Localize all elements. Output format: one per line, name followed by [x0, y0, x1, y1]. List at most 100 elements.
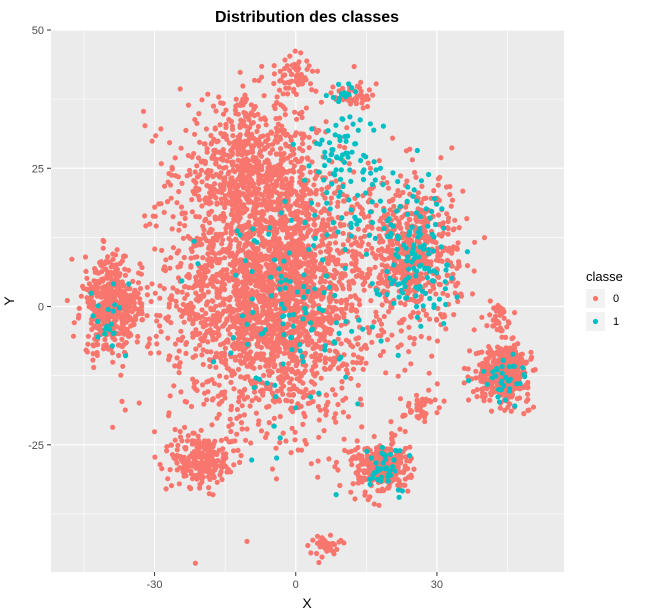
scatter-point — [286, 361, 292, 367]
scatter-point — [219, 241, 225, 247]
scatter-point — [167, 467, 173, 473]
scatter-point — [455, 240, 461, 246]
scatter-point — [325, 399, 331, 405]
scatter-point — [274, 353, 280, 359]
scatter-point — [262, 271, 269, 277]
scatter-point — [250, 244, 256, 250]
scatter-point — [237, 215, 243, 221]
scatter-point — [284, 343, 290, 349]
scatter-point — [399, 317, 405, 323]
scatter-point — [134, 339, 140, 345]
scatter-point — [237, 69, 243, 75]
scatter-point — [363, 360, 369, 366]
scatter-point — [342, 145, 348, 151]
scatter-point — [454, 265, 460, 271]
scatter-point — [477, 375, 483, 381]
scatter-point — [369, 225, 375, 231]
scatter-point — [448, 203, 454, 209]
scatter-point — [231, 448, 237, 454]
scatter-point — [235, 204, 241, 210]
scatter-point — [259, 320, 265, 326]
scatter-point — [228, 403, 235, 409]
scatter-point — [330, 254, 336, 261]
scatter-point — [346, 161, 352, 167]
scatter-point — [288, 386, 294, 392]
scatter-point — [86, 281, 92, 287]
scatter-point — [275, 314, 281, 320]
scatter-point — [280, 336, 286, 342]
scatter-point — [230, 306, 236, 312]
scatter-point — [309, 290, 315, 296]
scatter-point — [165, 335, 171, 341]
scatter-point — [288, 184, 294, 190]
scatter-point — [436, 232, 442, 238]
scatter-point — [229, 372, 235, 378]
scatter-point — [306, 253, 312, 259]
scatter-point — [225, 337, 231, 343]
scatter-point — [308, 279, 314, 285]
scatter-point — [254, 267, 260, 273]
scatter-point — [303, 386, 309, 393]
scatter-point — [152, 213, 158, 219]
scatter-point — [355, 469, 361, 475]
scatter-point — [220, 212, 227, 218]
scatter-point — [222, 195, 228, 201]
scatter-point — [340, 409, 346, 415]
scatter-point — [308, 296, 314, 302]
scatter-point — [244, 195, 250, 201]
scatter-point — [327, 356, 333, 362]
scatter-point — [447, 192, 453, 198]
scatter-point — [274, 100, 280, 106]
scatter-point — [84, 349, 90, 355]
scatter-point — [509, 392, 516, 398]
scatter-point — [472, 239, 478, 245]
scatter-point — [261, 93, 267, 99]
scatter-point — [196, 111, 202, 117]
scatter-point — [147, 221, 153, 227]
scatter-point — [359, 479, 365, 485]
scatter-point — [241, 232, 247, 238]
scatter-point — [236, 223, 242, 229]
scatter-point — [514, 368, 520, 374]
scatter-point — [91, 299, 97, 305]
scatter-point — [214, 479, 220, 485]
scatter-point — [181, 319, 187, 325]
scatter-point — [356, 297, 362, 303]
scatter-point — [198, 159, 204, 165]
scatter-point — [217, 288, 223, 294]
scatter-point — [363, 274, 369, 281]
scatter-point — [514, 396, 521, 402]
scatter-point — [276, 336, 282, 342]
scatter-point — [214, 415, 220, 421]
scatter-point — [233, 252, 239, 258]
scatter-point — [502, 407, 508, 413]
scatter-point — [508, 371, 514, 377]
scatter-point — [422, 282, 428, 288]
scatter-point — [206, 184, 212, 190]
scatter-point — [445, 231, 451, 237]
scatter-point — [210, 317, 216, 323]
scatter-point — [205, 91, 211, 97]
scatter-point — [98, 294, 104, 300]
scatter-point — [376, 502, 382, 508]
scatter-point — [380, 248, 387, 254]
scatter-point — [110, 424, 116, 430]
scatter-point — [305, 156, 311, 162]
scatter-point — [196, 214, 202, 220]
scatter-point — [384, 263, 390, 269]
scatter-point — [274, 243, 280, 249]
scatter-point — [135, 280, 142, 286]
scatter-point — [176, 189, 182, 195]
scatter-point — [242, 157, 248, 163]
scatter-point — [297, 203, 303, 209]
scatter-point — [142, 213, 148, 219]
scatter-point — [241, 359, 247, 365]
scatter-point — [223, 436, 229, 442]
scatter-point — [237, 459, 243, 465]
scatter-point — [281, 367, 287, 373]
scatter-point — [247, 213, 253, 219]
scatter-point — [288, 210, 294, 216]
scatter-point — [324, 408, 330, 414]
scatter-point — [355, 226, 361, 232]
